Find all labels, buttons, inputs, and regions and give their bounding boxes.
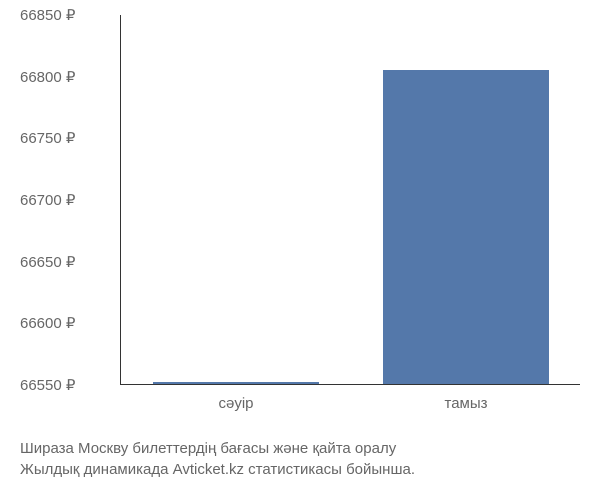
y-axis-label: 66750 ₽ [20,129,115,147]
y-axis-label: 66550 ₽ [20,376,115,394]
x-axis-label: сәуір [218,395,253,412]
y-axis-label: 66800 ₽ [20,68,115,86]
bar [383,70,549,385]
plot-area: сәуіртамыз [120,15,580,385]
y-axis-label: 66700 ₽ [20,191,115,209]
x-axis-label: тамыз [444,395,487,412]
caption-line-1: Шираза Москву билеттердің бағасы және қа… [20,438,415,459]
chart-container: сәуіртамыз 66550 ₽66600 ₽66650 ₽66700 ₽6… [20,15,580,435]
chart-caption: Шираза Москву билеттердің бағасы және қа… [20,438,415,480]
y-axis-label: 66850 ₽ [20,6,115,24]
y-axis-label: 66600 ₽ [20,314,115,332]
bar [153,382,319,384]
y-axis-label: 66650 ₽ [20,253,115,271]
caption-line-2: Жылдық динамикада Avticket.kz статистика… [20,459,415,480]
